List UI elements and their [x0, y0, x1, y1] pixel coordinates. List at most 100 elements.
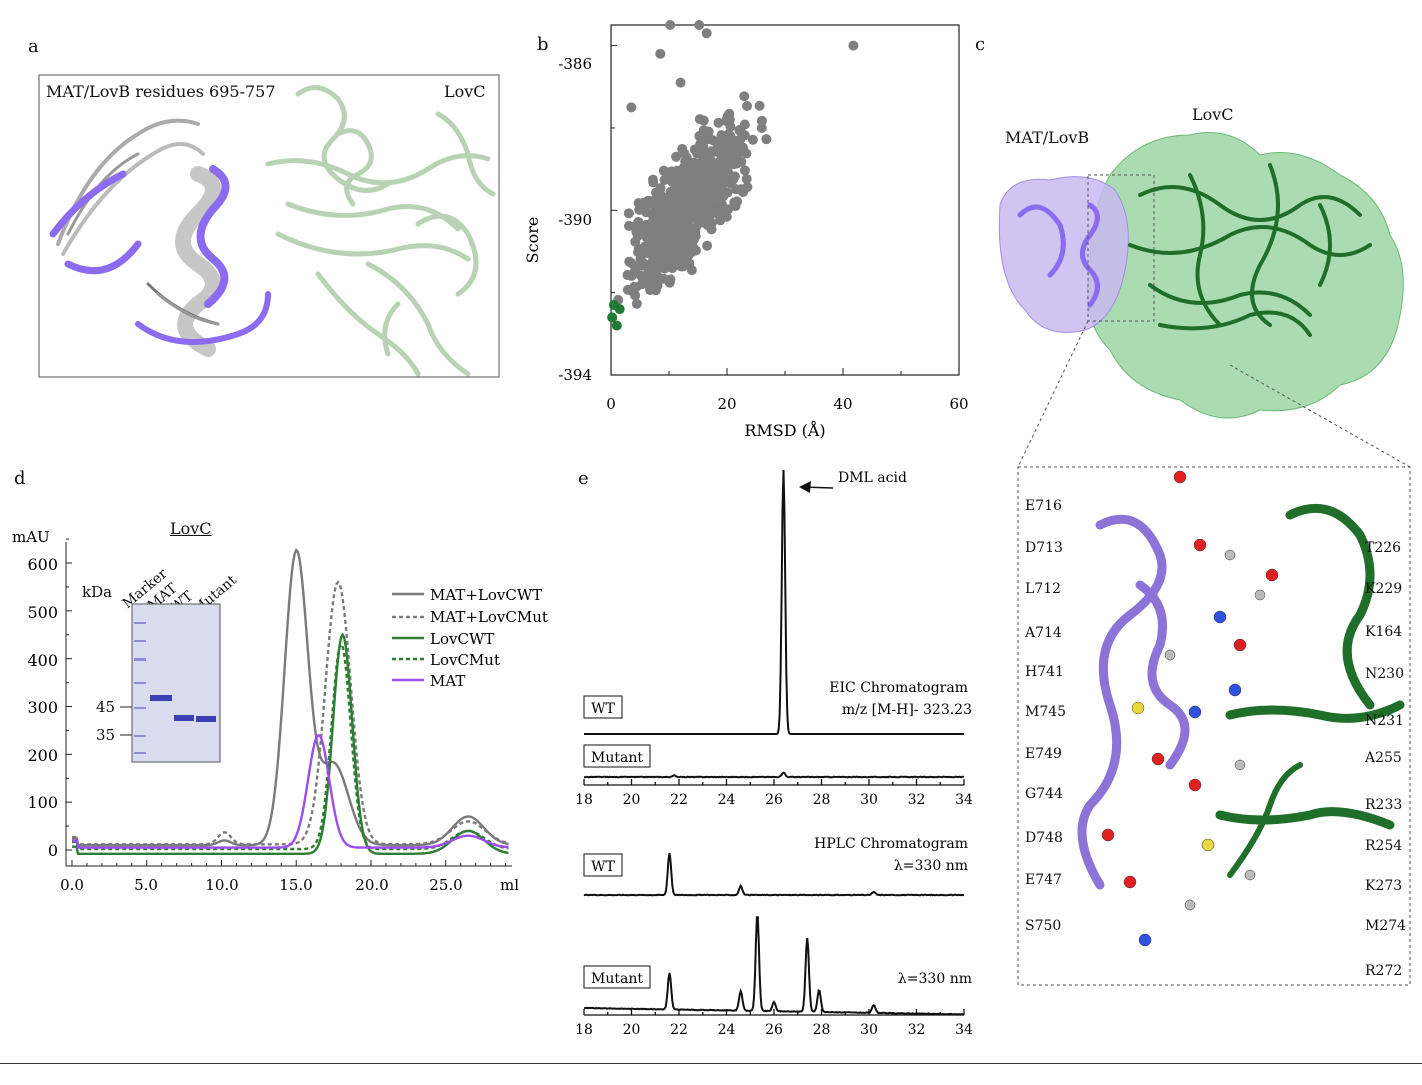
- eic-mutant-label: Mutant: [591, 750, 643, 766]
- sec-xtick-0: 0.0: [60, 876, 84, 894]
- panel-letter-e: e: [578, 468, 589, 489]
- residue-label: D713: [1025, 540, 1063, 556]
- scatter-point-best: [607, 312, 618, 323]
- sec-xtick-10: 10.0: [205, 876, 238, 894]
- gel-marker-45: 45: [96, 698, 116, 716]
- residue-label: G744: [1025, 786, 1063, 802]
- sec-chromatogram: mAU 0 100 200 300 400 500 600 0.0 5.0 10…: [12, 528, 548, 894]
- scatter-cloud-point: [729, 197, 740, 208]
- residue-label: T226: [1365, 540, 1402, 556]
- scatter-cloud-point: [741, 148, 752, 159]
- scatter-cloud-point: [701, 203, 712, 214]
- scatter-cloud-point: [624, 256, 635, 267]
- legend-lovc-wt: LovCWT: [430, 630, 494, 648]
- eic-wt-label: WT: [591, 701, 615, 717]
- time-tick-label: 32: [908, 792, 926, 808]
- time-tick-label: 22: [670, 1022, 688, 1038]
- gel-marker-35: 35: [96, 726, 116, 744]
- scatter-cloud-point: [732, 135, 743, 146]
- scatter-cloud-point: [648, 177, 659, 188]
- scatter-xtick-0: 0: [606, 395, 616, 413]
- scatter-cloud-point: [761, 134, 772, 145]
- residue-label: E747: [1025, 872, 1062, 888]
- time-tick-label: 20: [623, 1022, 641, 1038]
- sec-legend: MAT+LovCWT MAT+LovCMut LovCWT LovCMut MA…: [392, 586, 548, 690]
- scatter-ylabel: Score: [523, 217, 542, 264]
- scatter-cloud-point: [631, 298, 642, 309]
- hplc-wt-label: WT: [591, 859, 615, 875]
- scatter-point: [665, 20, 676, 30]
- sec-ytick-100: 100: [27, 793, 58, 812]
- interface-box: [1087, 174, 1155, 322]
- scatter-cloud-point: [747, 134, 758, 145]
- time-tick-label: 22: [670, 792, 688, 808]
- page-bottom-rule: [0, 1063, 1422, 1064]
- sec-ylabel: mAU: [12, 528, 50, 546]
- sec-xtick-25: 25.0: [429, 876, 462, 894]
- scatter-cloud-point: [726, 157, 737, 168]
- scatter-cloud-point: [694, 114, 705, 125]
- scatter-cloud-point: [652, 272, 663, 283]
- scatter-cloud-point: [654, 262, 665, 273]
- scatter-cloud-point: [641, 198, 652, 209]
- scatter-cloud-point: [650, 200, 661, 211]
- scatter-cloud-point: [622, 270, 633, 281]
- scatter-cloud-point: [644, 282, 655, 293]
- eic-title: EIC Chromatogram: [829, 680, 968, 696]
- residue-label: E749: [1025, 746, 1062, 762]
- residue-label: K229: [1365, 581, 1403, 597]
- panel-c-complex: [998, 132, 1411, 986]
- scatter-cloud-point: [703, 126, 714, 137]
- residue-label: N230: [1365, 666, 1404, 682]
- scatter-point: [756, 122, 767, 133]
- scatter-cloud-point: [681, 249, 692, 260]
- sec-curve: [72, 733, 509, 849]
- scatter-cloud-point: [683, 198, 694, 209]
- sec-ytick-0: 0: [48, 841, 58, 860]
- scatter-cloud-point: [641, 232, 652, 243]
- residue-label: E716: [1025, 498, 1062, 514]
- scatter-xtick-20: 20: [717, 395, 736, 413]
- residue-label: A255: [1365, 750, 1402, 766]
- hplc-sub: λ=330 nm: [894, 858, 968, 874]
- scatter-plot: -386 -390 -394 0 20 40 60 RMSD (Å) Score: [523, 20, 969, 440]
- scatter-cloud-point: [730, 184, 741, 195]
- scatter-cloud-point: [670, 181, 681, 192]
- chromatogram-trace: [583, 852, 965, 897]
- scatter-cloud-point: [712, 191, 723, 202]
- scatter-cloud-point: [633, 216, 644, 227]
- time-tick-label: 28: [813, 792, 831, 808]
- residue-label: L712: [1025, 581, 1062, 597]
- residue-label: K273: [1365, 878, 1403, 894]
- scatter-cloud-point: [636, 270, 647, 281]
- residue-label: D748: [1025, 830, 1063, 846]
- scatter-point: [848, 40, 859, 51]
- panel-a-label-lovc: LovC: [444, 82, 486, 101]
- sec-ytick-500: 500: [27, 603, 58, 622]
- scatter-cloud-point: [679, 148, 690, 159]
- time-tick-label: 28: [813, 1022, 831, 1038]
- scatter-cloud-point: [689, 212, 700, 223]
- scatter-cloud-point: [672, 221, 683, 232]
- scatter-point: [694, 20, 705, 30]
- residue-label: R233: [1365, 797, 1403, 813]
- residue-label: N231: [1365, 713, 1404, 729]
- sec-ytick-400: 400: [27, 651, 58, 670]
- chromatogram-trace: [584, 469, 964, 735]
- zoom-box: [1017, 466, 1411, 986]
- residue-label: H741: [1025, 664, 1064, 680]
- hplc-title: HPLC Chromatogram: [814, 836, 968, 852]
- scatter-cloud-point: [660, 244, 671, 255]
- scatter-cloud-point: [686, 162, 697, 173]
- scatter-cloud-point: [679, 173, 690, 184]
- scatter-ticks: [610, 45, 960, 376]
- scatter-cloud-point: [723, 204, 734, 215]
- scatter-cloud-point: [690, 245, 701, 256]
- scatter-cloud-point: [754, 100, 765, 111]
- e-tick-labels: 18 20 22 24 26 28 30 32 34 18 20 22 24 26 28 30 32 34: [575, 792, 973, 1038]
- scatter-cloud-point: [673, 245, 684, 256]
- scatter-cloud-point: [702, 164, 713, 175]
- time-tick-label: 34: [955, 1022, 973, 1038]
- scatter-cloud-point: [633, 247, 644, 258]
- scatter-cloud-point: [713, 117, 724, 128]
